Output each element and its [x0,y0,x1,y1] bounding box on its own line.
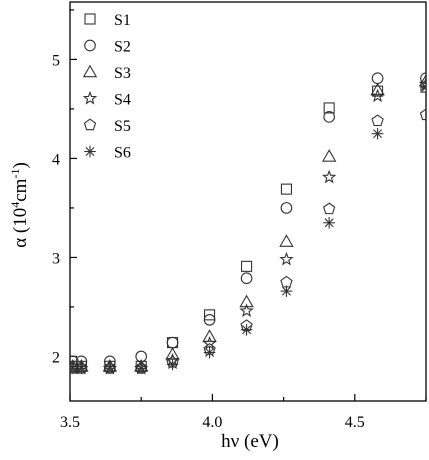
legend-item-s2: S2 [84,39,131,56]
marker-circle [371,72,384,85]
legend-label: S2 [114,39,131,56]
marker-pentagon [323,202,336,215]
axis-ticks [69,9,427,401]
y-axis-label-part: α (10 [10,208,31,248]
marker-asterisk-stroke [105,363,115,373]
marker-triangle [202,329,217,342]
legend-item-s1: S1 [84,12,131,29]
x-tick-label: 4.5 [345,414,365,431]
marker-asterisk [84,145,96,158]
marker-pentagon [371,114,384,127]
series-s6 [70,81,426,375]
marker-asterisk-stroke [281,286,291,296]
x-axis-label: hν (eV) [221,431,279,452]
marker-square [241,260,253,272]
marker-asterisk-stroke [373,129,383,139]
marker-star [321,169,337,184]
marker-asterisk [135,362,147,375]
marker-asterisk [203,346,216,359]
legend-item-s6: S6 [84,145,131,162]
plot-frame [69,1,427,402]
marker-star [279,251,294,266]
y-axis-label-part: ) [10,162,31,168]
marker-triangle [418,73,426,87]
marker-asterisk-stroke [76,363,86,373]
y-tick-label: 2 [52,349,60,366]
marker-square [204,309,216,321]
marker-triangle [321,149,337,162]
legend-item-s5: S5 [83,118,131,135]
marker-circle [323,110,336,123]
data-markers [70,72,426,375]
marker-star [370,88,385,103]
marker-asterisk-stroke [85,147,95,156]
y-axis-label: α (104cm-1) [8,162,31,248]
marker-star [239,303,254,318]
legend-label: S3 [114,65,131,82]
marker-asterisk [240,323,253,336]
legend: S1 S2 S3 S4 S5 S6 [82,12,131,162]
marker-circle [203,313,216,326]
y-tick-label: 3 [52,250,60,267]
marker-triangle [370,82,385,96]
marker-pentagon [83,118,97,131]
legend-item-s4: S4 [82,90,131,109]
marker-circle [166,336,179,349]
y-axis-label-superscript: -1 [8,169,22,179]
plot-area [69,1,427,402]
marker-square [372,85,384,97]
tick-labels: 3.5 4.0 4.5 2 3 4 5 [52,52,365,431]
x-tick-label: 3.5 [60,414,80,431]
marker-asterisk-stroke [324,218,334,228]
marker-asterisk-stroke [205,347,215,357]
marker-asterisk [104,362,116,375]
marker-asterisk [420,81,426,93]
y-axis-label-part: cm [10,178,31,201]
marker-square [280,183,292,195]
marker-asterisk [280,285,293,297]
marker-asterisk [166,358,179,371]
marker-square [323,102,335,114]
legend-label: S6 [114,145,131,162]
marker-star [418,76,426,91]
marker-asterisk [371,127,384,140]
marker-triangle [82,64,98,78]
marker-asterisk-stroke [168,359,178,369]
legend-label: S4 [114,92,131,109]
marker-asterisk-stroke [136,363,146,373]
marker-pentagon [419,108,426,121]
legend-label: S5 [114,118,131,135]
series-s4 [70,76,426,375]
marker-circle [420,72,426,85]
marker-asterisk-stroke [70,363,78,372]
marker-asterisk-stroke [421,82,426,88]
marker-asterisk [323,216,335,229]
marker-circle [84,39,96,52]
marker-square [84,13,96,25]
marker-star [82,90,98,105]
marker-asterisk [75,362,88,375]
y-tick-label: 5 [52,52,60,69]
marker-triangle [239,294,254,308]
marker-circle [240,272,253,285]
y-tick-label: 4 [52,151,60,168]
marker-circle [280,202,293,214]
legend-item-s3: S3 [82,64,131,82]
x-tick-label: 4.0 [202,414,222,431]
marker-asterisk-stroke [242,325,252,335]
marker-star [202,336,217,350]
y-axis-label-superscript: 4 [8,202,22,208]
marker-asterisk-stroke [421,86,426,92]
marker-triangle [279,234,294,247]
legend-label: S1 [114,12,131,29]
